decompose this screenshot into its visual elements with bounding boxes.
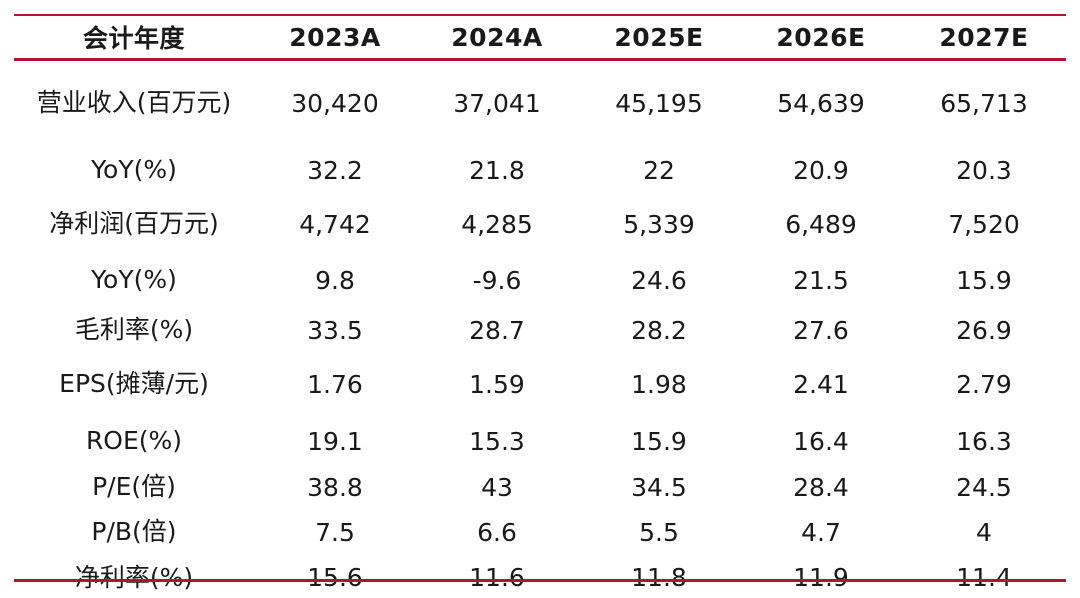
table-cell: 22 bbox=[643, 155, 675, 185]
table-cell: 4 bbox=[976, 517, 992, 547]
table-cell: 11.9 bbox=[793, 563, 849, 592]
table-cell: 26.9 bbox=[956, 315, 1012, 345]
table-cell: -9.6 bbox=[472, 265, 522, 295]
table-cell: 30,420 bbox=[291, 88, 379, 118]
table-cell: 2.79 bbox=[956, 369, 1012, 399]
table-cell: 15.9 bbox=[956, 265, 1012, 295]
table-cell: 4,285 bbox=[461, 209, 533, 239]
table-cell: 9.8 bbox=[315, 265, 355, 295]
table-cell: 5.5 bbox=[639, 517, 679, 547]
table-cell: 28.2 bbox=[631, 315, 687, 345]
table-cell: 11.8 bbox=[631, 563, 687, 592]
header-row: 会计年度 2023A 2024A 2025E 2026E 2027E bbox=[14, 16, 1066, 58]
table-cell: 7.5 bbox=[315, 517, 355, 547]
table-cell: 27.6 bbox=[793, 315, 849, 345]
table-cell: 37,041 bbox=[453, 88, 541, 118]
row-label: 净利率(%) bbox=[74, 562, 194, 592]
table-cell: 38.8 bbox=[307, 472, 363, 502]
header-rule bbox=[14, 58, 1066, 61]
table-cell: 5,339 bbox=[623, 209, 695, 239]
row-label: 净利润(百万元) bbox=[49, 209, 219, 238]
header-cell-2026e: 2026E bbox=[776, 22, 866, 52]
header-cell-2024a: 2024A bbox=[451, 22, 543, 52]
table-cell: 4.7 bbox=[801, 517, 841, 547]
table-cell: 34.5 bbox=[631, 472, 687, 502]
row-label: EPS(摊薄/元) bbox=[59, 369, 209, 398]
table-cell: 20.3 bbox=[956, 155, 1012, 185]
header-cell-2023a: 2023A bbox=[289, 22, 381, 52]
financial-forecast-table: 会计年度 2023A 2024A 2025E 2026E 2027E 营业收入(… bbox=[14, 14, 1066, 592]
table-cell: 16.4 bbox=[793, 426, 849, 456]
table-cell: 6,489 bbox=[785, 209, 857, 239]
table-body: 营业收入(百万元) 30,420 37,041 45,195 54,639 65… bbox=[14, 61, 1066, 592]
row-label: 营业收入(百万元) bbox=[36, 88, 232, 117]
table-cell: 11.6 bbox=[469, 563, 525, 592]
table-cell: 28.4 bbox=[793, 472, 849, 502]
table-cell: 6.6 bbox=[477, 517, 517, 547]
top-rule bbox=[14, 14, 1066, 16]
table-cell: 11.4 bbox=[956, 563, 1012, 592]
table-cell: 45,195 bbox=[615, 88, 703, 118]
table-cell: 1.59 bbox=[469, 369, 525, 399]
header-cell-2025e: 2025E bbox=[614, 22, 704, 52]
table-cell: 54,639 bbox=[777, 88, 865, 118]
table-cell: 24.5 bbox=[956, 472, 1012, 502]
table-cell: 1.98 bbox=[631, 369, 687, 399]
row-label: ROE(%) bbox=[85, 426, 183, 455]
table-cell: 15.3 bbox=[469, 426, 525, 456]
table-cell: 20.9 bbox=[793, 155, 849, 185]
table-cell: 24.6 bbox=[631, 265, 687, 295]
row-label: YoY(%) bbox=[91, 155, 177, 184]
table-cell: 4,742 bbox=[299, 209, 371, 239]
table-cell: 1.76 bbox=[307, 369, 363, 399]
bottom-rule bbox=[14, 579, 1066, 582]
table-cell: 28.7 bbox=[469, 315, 525, 345]
table-cell: 15.9 bbox=[631, 426, 687, 456]
row-label: 毛利率(%) bbox=[74, 315, 194, 344]
table-cell: 65,713 bbox=[940, 88, 1028, 118]
table-cell: 2.41 bbox=[793, 369, 849, 399]
row-label: P/B(倍) bbox=[91, 517, 177, 546]
table-cell: 21.5 bbox=[793, 265, 849, 295]
table-cell: 33.5 bbox=[307, 315, 363, 345]
table-cell: 16.3 bbox=[956, 426, 1012, 456]
table-cell: 21.8 bbox=[469, 155, 525, 185]
table-cell: 7,520 bbox=[948, 209, 1020, 239]
row-label: YoY(%) bbox=[91, 265, 177, 294]
table-cell: 32.2 bbox=[307, 155, 363, 185]
row-label: P/E(倍) bbox=[92, 472, 176, 501]
table-cell: 43 bbox=[481, 472, 513, 502]
table-cell: 15.6 bbox=[307, 563, 363, 592]
header-cell-2027e: 2027E bbox=[939, 22, 1029, 52]
table-cell: 19.1 bbox=[307, 426, 363, 456]
header-cell-metric: 会计年度 bbox=[82, 24, 185, 53]
